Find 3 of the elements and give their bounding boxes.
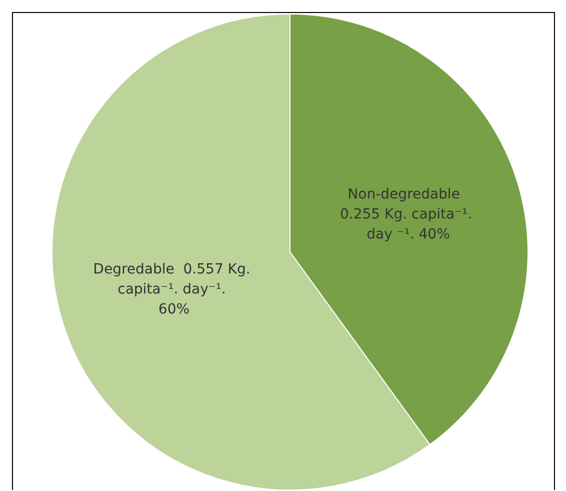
- slice-label: Non-degredable 0.255 Kg. capita⁻¹. day ⁻¹. 40%: [340, 186, 472, 242]
- slice-label: Degredable 0.557 Kg. capita⁻¹. day⁻¹.: [93, 262, 255, 298]
- data-label: 60%: [158, 302, 190, 318]
